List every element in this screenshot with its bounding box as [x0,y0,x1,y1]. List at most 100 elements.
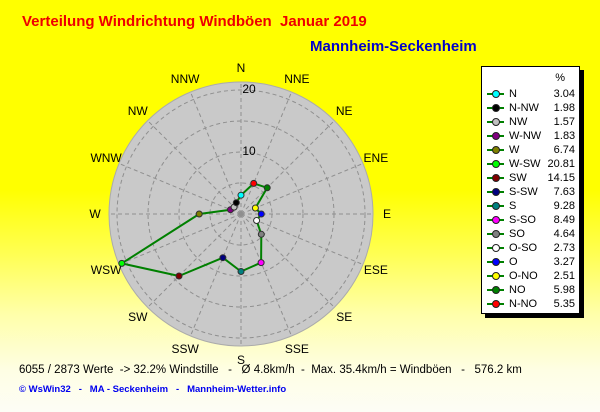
legend-row-o-so: O-SO 2.73 [482,241,579,255]
data-point-so [257,230,265,238]
legend-value: 20.81 [547,158,575,170]
legend-row-w-nw: W-NW 1.83 [482,129,579,143]
data-point-s [237,268,245,275]
ring-label-20: 20 [242,82,256,96]
legend-marker-line [487,132,504,140]
legend-direction-label: N-NW [509,102,539,114]
data-point-o-no [251,204,259,212]
legend-value: 4.64 [553,228,575,240]
legend-row-o: O 3.27 [482,255,579,269]
legend-value: 3.04 [553,88,575,100]
data-point-o-so [253,217,261,224]
copyright-line: © WsWin32 - MA - Seckenheim - Mannheim-W… [19,384,287,395]
compass-label-sw: SW [128,310,148,324]
grid-spoke-wsw [119,213,242,265]
legend-direction-label: W-SW [509,158,541,170]
legend-marker-line [487,104,504,112]
grid-spoke-wnw [119,163,242,215]
compass-label-se: SE [336,310,352,324]
legend-direction-label: O [509,256,518,268]
data-point-s-so [257,259,265,267]
legend-marker-line [487,188,504,196]
legend-value: 1.98 [553,102,575,114]
legend-marker-dot [492,230,500,238]
legend-marker-dot [492,202,500,210]
legend-marker-line [487,230,504,238]
legend-direction-label: SO [509,228,525,240]
compass-label-nw: NW [128,104,149,118]
legend-direction-label: S-SW [509,186,538,198]
legend-value: 1.83 [553,130,576,142]
legend-row-s-sw: S-SW 7.63 [482,185,579,199]
grid-ring-10 [178,151,304,277]
data-point-n-no [250,179,258,187]
stats-line: 6055 / 2873 Werte -> 32.2% Windstille - … [19,364,522,376]
legend-direction-label: S [509,200,517,212]
compass-label-sse: SSE [285,342,309,356]
legend-marker-dot [492,244,500,252]
compass-label-ne: NE [336,104,353,118]
legend-marker-dot [492,90,500,98]
compass-label-wnw: WNW [90,151,122,165]
data-point-w [195,210,203,218]
legend-row-o-no: O-NO 2.51 [482,269,579,283]
grid-spoke-nw [148,121,242,215]
legend-direction-label: O-NO [509,270,538,282]
legend-row-n: N 3.04 [482,87,579,101]
data-point-s-sw [219,254,227,262]
grid-spoke-ne [240,121,334,215]
legend-value: 14.15 [547,172,575,184]
grid-spoke-nne [240,92,292,215]
legend-marker-line [487,216,504,224]
legend-marker-line [487,174,504,182]
legend-row-sw: SW 14.15 [482,171,579,185]
legend-direction-label: NO [509,284,526,296]
legend-marker-line [487,202,504,210]
data-point-n-nw [232,199,240,207]
data-point-n [237,191,245,199]
legend-marker-line [487,160,504,168]
station-name: Mannheim-Seckenheim [310,38,477,55]
legend-marker-line [487,258,504,266]
legend-value: 5.98 [553,284,575,296]
legend-row-s-so: S-SO 8.49 [482,213,579,227]
legend-marker-dot [492,146,500,154]
legend-row-s: S 9.28 [482,199,579,213]
compass-label-wsw: WSW [91,263,122,277]
legend-row-no: NO 5.98 [482,283,579,297]
data-point-no [263,184,271,192]
legend-row-w: W 6.74 [482,143,579,157]
grid-spoke-ese [240,213,363,265]
legend-marker-dot [492,188,500,196]
legend-unit-header: % [555,72,565,84]
compass-label-n: N [237,61,246,75]
legend-marker-dot [492,132,500,140]
grid-ring-5 [209,182,273,246]
grid-spoke-ssw [190,213,242,336]
compass-label-w: W [89,207,101,221]
legend-marker-line [487,286,504,294]
legend-box: % N 3.04 N-NW 1.98 NW 1.57 W-NW 1.83 W 6.74 W-SW 20… [481,66,580,314]
legend-value: 2.51 [553,270,575,282]
legend-marker-dot [492,104,500,112]
compass-label-ese: ESE [364,263,388,277]
compass-label-e: E [383,207,391,221]
grid-spoke-nnw [190,92,242,215]
legend-marker-dot [492,258,500,266]
data-point-o [257,210,265,218]
legend-value: 7.63 [553,186,575,198]
compass-label-ene: ENE [364,151,389,165]
compass-label-s: S [237,353,245,367]
legend-marker-line [487,300,504,308]
legend-marker-line [487,118,504,126]
legend-value: 3.27 [553,256,575,268]
grid-spoke-sse [240,213,292,336]
legend-marker-dot [492,272,500,280]
legend-marker-dot [492,286,500,294]
legend-value: 9.28 [553,200,575,212]
legend-value: 5.35 [553,298,575,310]
legend-row-nw: NW 1.57 [482,115,579,129]
legend-direction-label: S-SO [509,214,536,226]
